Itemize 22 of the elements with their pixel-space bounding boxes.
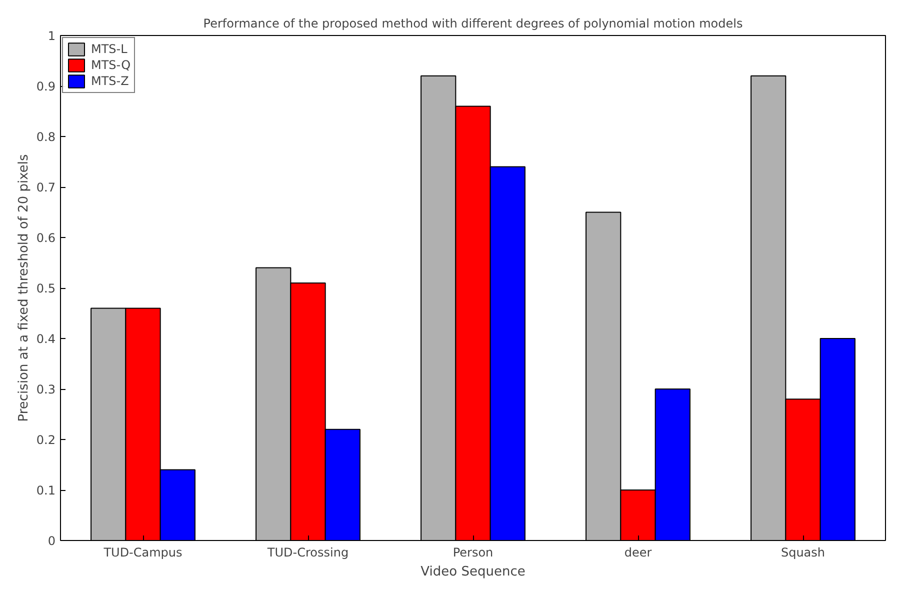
y-tick-label: 0.7 bbox=[36, 180, 56, 194]
legend-label: MTS-L bbox=[91, 41, 128, 57]
y-tick-label: 0.3 bbox=[36, 382, 56, 396]
y-tick-label: 0.9 bbox=[36, 80, 56, 94]
x-tick-label: Person bbox=[452, 546, 494, 560]
x-tick-label: Squash bbox=[780, 546, 826, 560]
chart-title: Performance of the proposed method with different degrees of polynomial motion models bbox=[203, 16, 743, 30]
x-tick-label: TUD-Crossing bbox=[266, 546, 349, 560]
x-tick-label: deer bbox=[624, 546, 652, 560]
y-axis-title: Precision at a fixed threshold of 20 pixels bbox=[16, 154, 32, 422]
legend-label: MTS-Q bbox=[91, 57, 131, 73]
y-tick-label: 0.5 bbox=[36, 282, 56, 296]
x-tick-label: TUD-Campus bbox=[102, 546, 182, 560]
y-tick-label: 0.1 bbox=[36, 484, 56, 498]
y-tick-label: 0.2 bbox=[36, 433, 56, 447]
y-tick-label: 1 bbox=[48, 29, 56, 43]
y-tick-label: 0.4 bbox=[36, 332, 56, 346]
y-tick-label: 0.8 bbox=[36, 130, 56, 144]
y-tick-label: 0 bbox=[48, 534, 56, 548]
legend-label: MTS-Z bbox=[91, 73, 129, 89]
x-axis-title: Video Sequence bbox=[420, 564, 526, 580]
y-tick-label: 0.6 bbox=[36, 231, 56, 245]
